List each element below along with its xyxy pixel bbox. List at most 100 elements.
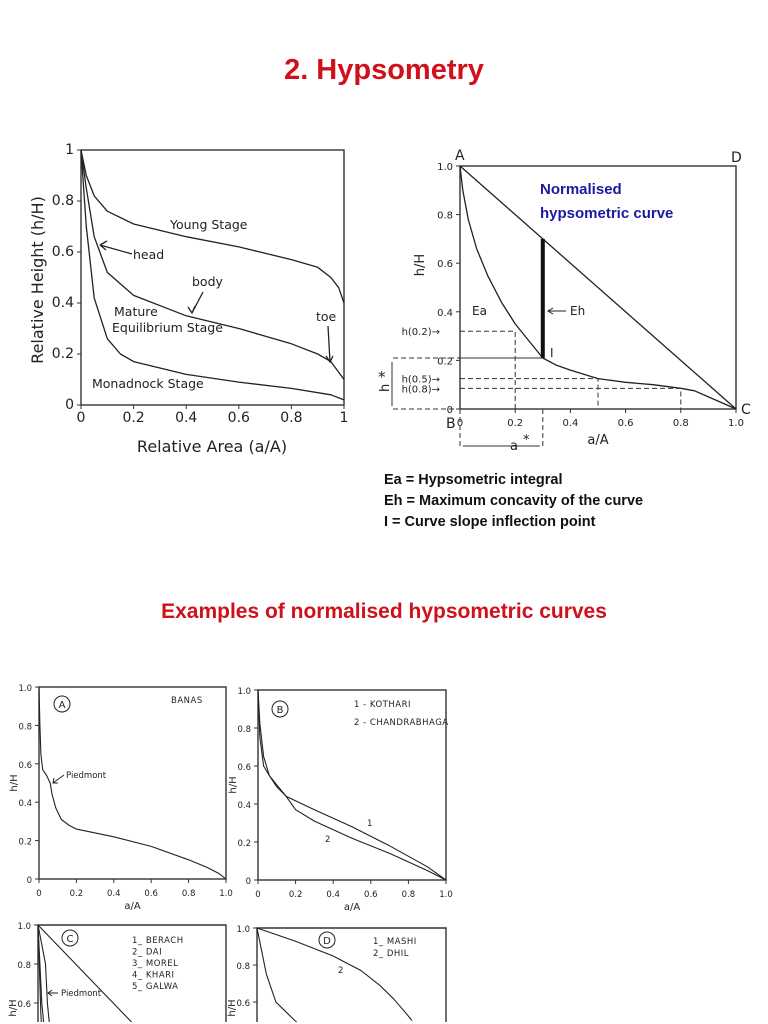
label-mature: Mature: [114, 304, 158, 319]
chart-B-legend-item: 2 - CHANDRABHAGA: [354, 718, 449, 728]
chart-D-badge-circle: [318, 931, 336, 949]
x-tick-label: 0.2: [122, 410, 144, 426]
x-tick-label: 0.2: [70, 889, 84, 899]
chart-C-badge: C: [67, 934, 74, 945]
y-tick-label: 0.6: [52, 244, 74, 260]
y-tick-label: 0.8: [236, 962, 250, 972]
chart-A-badge: A: [59, 700, 66, 711]
chart-C-legend-item: 2_ DAI: [132, 948, 162, 958]
corner-a: A: [455, 148, 465, 164]
x-tick-label: 0: [457, 418, 463, 429]
chart-C-legend-item: 4_ KHARI: [132, 971, 175, 981]
chart-D-y-axis-label: h/H: [227, 999, 238, 1016]
chart-C-legend-item: 5_ GALWA: [132, 982, 178, 992]
chart-C-legend-item: 3_ MOREL: [132, 959, 178, 969]
chart-B-badge: B: [277, 705, 284, 716]
guide-line: [460, 330, 516, 409]
series-monadnock-stage: [80, 149, 345, 401]
x-axis-label: Relative Area (a/A): [137, 437, 287, 456]
x-axis-label: a/A: [587, 433, 608, 448]
chart-D-series-2: [256, 927, 413, 1021]
y-tick-label: 0.4: [18, 799, 32, 809]
x-tick-label: 1: [340, 410, 349, 426]
guide-line: [460, 378, 599, 409]
chart-B-legend-item: 1 - KOTHARI: [354, 700, 411, 710]
x-tick-label: 0.8: [402, 890, 416, 900]
star: *: [523, 433, 530, 448]
y-axis-label: Relative Height (h/H): [28, 196, 47, 364]
y-tick-label: 0.8: [437, 211, 453, 222]
label-equilibrium-stage: Equilibrium Stage: [112, 320, 223, 335]
chart-C-series-1: [37, 924, 50, 1023]
hypsometric-curve: [459, 165, 737, 410]
series-young-stage: [80, 149, 345, 304]
series-mature-equilibrium-stage: [80, 149, 345, 380]
page-title: 2. Hypsometry: [284, 54, 484, 86]
x-tick-label: 0: [255, 890, 260, 900]
x-tick-label: 0.4: [107, 889, 121, 899]
y-tick-label: 0.4: [437, 308, 453, 319]
label-young-stage: Young Stage: [169, 217, 248, 232]
chart-C-frame: [37, 924, 227, 1022]
corner-b: B: [446, 416, 456, 432]
chart-A-series-banas: [38, 686, 227, 880]
chart-C-series-diagonal: [37, 924, 132, 1023]
chart-B-x-axis-label: a/A: [344, 902, 360, 913]
label-h-star: h: [378, 384, 393, 392]
y-tick-label: 1.0: [437, 162, 453, 173]
x-tick-label: 1.0: [728, 418, 744, 429]
eh-arrow: [547, 307, 566, 315]
x-tick-label: 0.6: [618, 418, 634, 429]
chart-B-badge-circle: [271, 700, 289, 718]
definitions-legend: Ea = Hypsometric integral Eh = Maximum c…: [384, 470, 643, 533]
x-tick-label: 0: [77, 410, 86, 426]
y-tick-label: 1: [65, 142, 74, 158]
y-tick-label: 0: [65, 397, 74, 413]
y-axis-label: h/H: [413, 254, 428, 276]
x-tick-label: 0.2: [289, 890, 303, 900]
piedmont-arrow: [47, 989, 58, 997]
chart-A-badge-circle: [53, 695, 71, 713]
x-tick-label: 0.4: [326, 890, 340, 900]
chart-A-x-axis-label: a/A: [124, 901, 140, 912]
x-tick-label: 0: [36, 889, 41, 899]
x-tick-label: 0.8: [673, 418, 689, 429]
label-monadnock-stage: Monadnock Stage: [92, 376, 204, 391]
y-tick-label: 1.0: [237, 687, 251, 697]
piedmont-arrow: [52, 774, 65, 784]
x-tick-label: 0.6: [144, 889, 158, 899]
x-tick-label: 0.4: [562, 418, 578, 429]
label-body: body: [192, 274, 224, 289]
label-eh: Eh: [570, 304, 585, 318]
y-tick-label: 0.6: [237, 763, 251, 773]
chart-A-piedmont-label: Piedmont: [66, 771, 107, 781]
normalised-title-line: hypsometric curve: [540, 205, 673, 222]
x-tick-label: 0.2: [507, 418, 523, 429]
y-tick-label: 0.2: [237, 839, 251, 849]
chart-A-y-axis-label: h/H: [9, 774, 20, 791]
chart-B-curve-1-label: 1: [367, 819, 372, 829]
chart-A-legend-item: BANAS: [171, 696, 203, 706]
chart-B-series-2: [257, 689, 447, 881]
chart-A-frame: [38, 686, 227, 880]
body-arrow: [187, 291, 204, 315]
y-tick-label: 0.8: [52, 193, 74, 209]
label-i: I: [550, 346, 554, 360]
chart-D-curve-2-label: 2: [338, 966, 343, 976]
label-head: head: [133, 247, 164, 262]
y-tick-label: 0.2: [18, 838, 32, 848]
y-tick-label: 0.6: [18, 761, 32, 771]
chart-B-frame: [257, 689, 447, 881]
diagonal-ac: [459, 165, 737, 410]
y-tick-label: 0: [246, 877, 251, 887]
chart-C-series-3: [37, 924, 42, 1023]
star-arrows: [391, 361, 540, 447]
y-tick-label: 0.6: [17, 1000, 31, 1010]
y-tick-label: 0.6: [236, 999, 250, 1009]
y-tick-label: 0: [447, 405, 453, 416]
chart-C-piedmont-label: Piedmont: [61, 989, 102, 999]
legend-eh: Eh = Maximum concavity of the curve: [384, 493, 644, 509]
chart-B-y-axis-label: h/H: [228, 776, 239, 793]
